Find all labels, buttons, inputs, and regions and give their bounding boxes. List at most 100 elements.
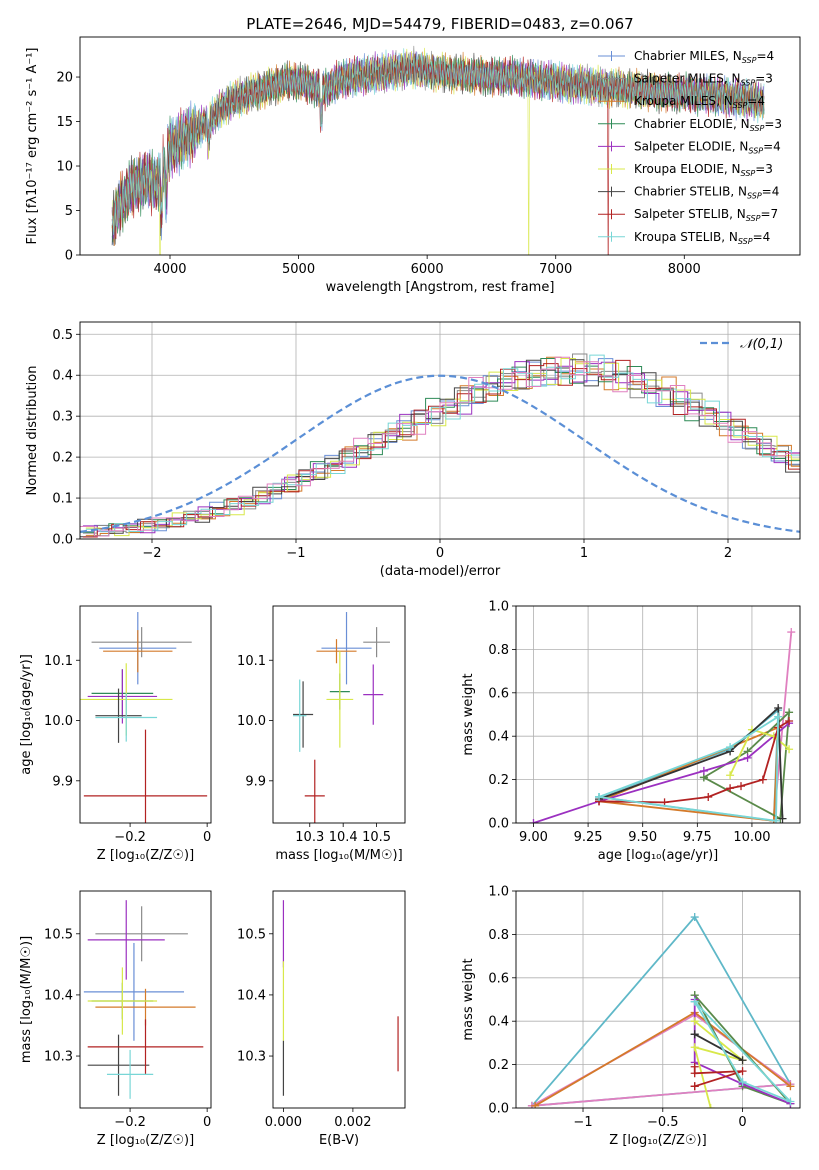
plot-area — [80, 353, 800, 538]
weight-marker — [704, 792, 713, 801]
x-tick-label: −1 — [573, 1115, 592, 1130]
legend-label: Salpeter ELODIE, NSSP=4 — [634, 139, 781, 155]
x-tick-label: 9.75 — [683, 830, 712, 845]
grid-group — [80, 322, 800, 540]
legend-series-name: Salpeter STELIB — [634, 207, 729, 221]
weight-marker — [690, 1082, 699, 1091]
legend-nssp-prefix: , N — [730, 185, 747, 199]
weight-marker — [778, 814, 787, 823]
weight-marker — [726, 771, 735, 780]
axes-frame — [79, 890, 212, 1109]
x-tick-label: 7000 — [539, 262, 572, 277]
weight-marker — [726, 784, 735, 793]
legend-series-name: Salpeter MILES — [634, 72, 724, 86]
x-tick-label: 10.5 — [362, 830, 391, 845]
legend-label: Chabrier MILES, NSSP=4 — [634, 49, 774, 65]
legend-nssp-prefix: , N — [729, 207, 746, 221]
x-axis-label: (data-model)/error — [380, 564, 501, 579]
legend-label: Chabrier STELIB, NSSP=4 — [634, 185, 779, 201]
x-axis-label: mass [log₁₀(M/M☉)] — [275, 848, 402, 863]
x-tick-label: 0.000 — [265, 1115, 302, 1130]
legend-nssp-value: =4 — [762, 185, 780, 199]
normal-curve — [80, 374, 800, 533]
weight-marker — [785, 745, 794, 754]
x-axis-label: E(B-V) — [319, 1133, 359, 1148]
y-tick-label: 15 — [56, 115, 73, 130]
legend-nssp-value: =4 — [747, 94, 765, 108]
y-tick-label: 5 — [65, 204, 73, 219]
x-tick-label: 1 — [580, 546, 588, 561]
y-tick-label: 0.8 — [488, 928, 509, 943]
legend-nssp-value: =3 — [755, 162, 773, 176]
legend-nssp-subscript: SSP — [748, 146, 763, 155]
x-axis-label: age [log₁₀(age/yr)] — [598, 848, 719, 863]
x-tick-label: −0.2 — [114, 1115, 146, 1130]
x-tick-label: 0 — [203, 1115, 211, 1130]
weight-line — [694, 1033, 744, 1062]
legend-nssp-subscript: SSP — [750, 124, 765, 133]
legend-nssp-value: =3 — [764, 117, 782, 131]
weight-marker — [690, 1069, 699, 1078]
weight-vs-age-panel: 9.00 9.25 9.50 9.75 10.00 0.0 0.2 0.4 0.6 0.8 1.0 a… — [461, 600, 801, 863]
y-tick-label: 20 — [56, 71, 73, 86]
age-vs-mass-panel: 10.3 10.4 10.5 9.9 10.0 10.1 mass [log₁₀(M/M☉)… — [237, 605, 406, 863]
weight-line — [693, 1001, 792, 1103]
spectrum-panel: 4000 5000 6000 7000 8000 0 5 10 15 20 wavelength [… — [25, 36, 801, 295]
weight-vs-metallicity-panel: −1 −0.5 0 0.0 0.2 0.4 0.6 0.8 1.0 Z [log₁₀(Z/Z☉)]… — [461, 885, 801, 1148]
weight-marker — [737, 782, 746, 791]
y-tick-label: 0.2 — [488, 1058, 509, 1073]
weight-marker — [786, 1082, 795, 1091]
weight-marker — [785, 717, 794, 726]
y-tick-label: 0.0 — [488, 1102, 509, 1117]
axes-group: −0.2 0 9.9 10.0 10.1 Z [log₁₀(Z/Z☉)] age [log₁… — [19, 605, 212, 863]
legend-nssp-prefix: , N — [721, 230, 738, 244]
x-tick-label: 10.3 — [295, 830, 324, 845]
x-tick-label: 2 — [724, 546, 732, 561]
plot-area — [111, 45, 765, 255]
y-tick-label: 10.0 — [44, 714, 73, 729]
x-axis-label: Z [log₁₀(Z/Z☉)] — [97, 848, 194, 863]
x-tick-label: −0.2 — [114, 830, 146, 845]
plot-area — [293, 612, 390, 823]
histogram-step — [80, 359, 800, 538]
y-tick-label: 10.5 — [237, 927, 266, 942]
legend-series-name: Chabrier STELIB — [634, 185, 730, 199]
axes-frame — [272, 605, 406, 824]
weight-marker — [738, 1056, 747, 1065]
y-tick-label: 0.5 — [52, 328, 73, 343]
histogram-step — [80, 356, 800, 537]
weight-marker — [690, 913, 699, 922]
y-tick-label: 0.0 — [488, 817, 509, 832]
legend-label: Salpeter MILES, NSSP=3 — [634, 72, 773, 88]
legend-nssp-prefix: , N — [725, 49, 742, 63]
axes-frame — [515, 605, 801, 824]
y-tick-label: 0.4 — [488, 1015, 509, 1030]
y-tick-label: 10.4 — [237, 988, 266, 1003]
x-tick-label: 8000 — [668, 262, 701, 277]
weight-marker — [690, 997, 699, 1006]
spectrum-line — [111, 54, 765, 255]
age-vs-metallicity-panel: −0.2 0 9.9 10.0 10.1 Z [log₁₀(Z/Z☉)] age [log₁… — [19, 605, 212, 863]
x-tick-label: 9.00 — [519, 830, 548, 845]
x-tick-label: 4000 — [153, 262, 186, 277]
x-axis-label: Z [log₁₀(Z/Z☉)] — [609, 1133, 706, 1148]
plot-area — [529, 628, 796, 823]
y-tick-label: 10.1 — [44, 654, 73, 669]
y-tick-label: 0.0 — [52, 533, 73, 548]
legend-nssp-subscript: SSP — [741, 169, 756, 178]
legend-nssp-subscript: SSP — [747, 192, 762, 201]
weight-line — [729, 728, 790, 776]
legend-nssp-subscript: SSP — [733, 101, 748, 110]
y-tick-label: 0.2 — [488, 773, 509, 788]
y-tick-label: 10.1 — [237, 654, 266, 669]
mass-vs-reddening-panel: 0.000 0.002 10.3 10.4 10.5 E(B-V) — [237, 890, 406, 1148]
legend-series-name: Kroupa MILES — [634, 94, 716, 108]
histogram-step — [85, 354, 800, 533]
weight-line — [598, 720, 790, 804]
x-tick-label: 5000 — [282, 262, 315, 277]
legend-label: Salpeter STELIB, NSSP=7 — [634, 207, 778, 223]
axes-frame — [272, 890, 406, 1109]
y-tick-label: 10.3 — [44, 1050, 73, 1065]
histogram-step — [85, 356, 800, 536]
